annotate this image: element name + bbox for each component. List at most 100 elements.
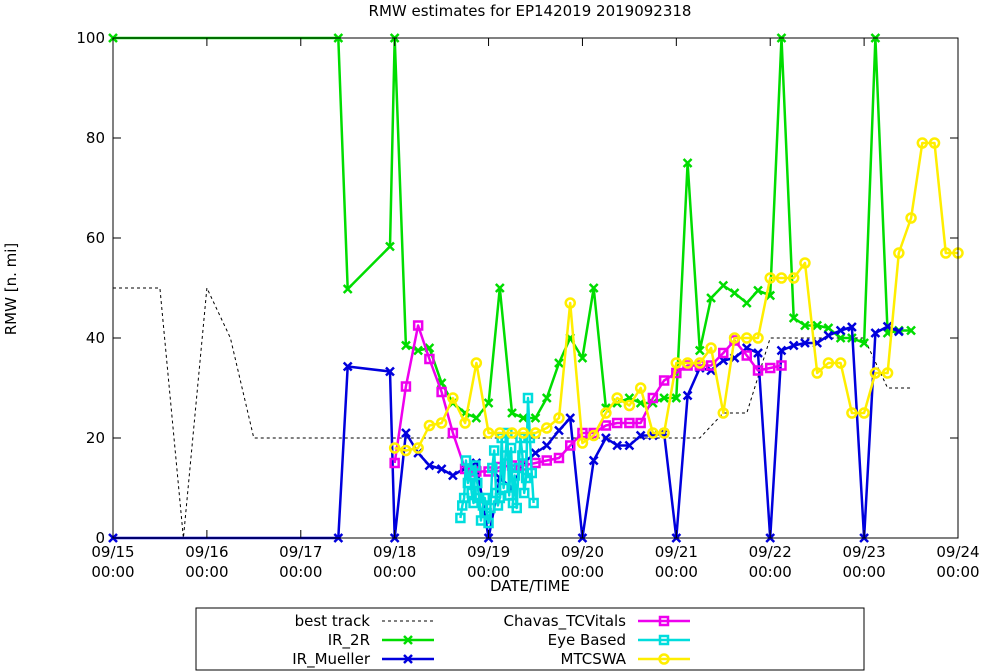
data-point-mtcswa [893,247,905,259]
series-mtcswa [388,137,964,457]
y-tick-label: 80 [86,129,105,147]
data-point-ir-2r [554,358,564,368]
legend-label-best-track: best track [295,612,371,630]
series-line-chavas-tcvitals [393,324,782,473]
data-point-mtcswa [634,382,647,394]
data-point-ir-2r [483,398,494,408]
data-point-mtcswa [905,212,917,224]
data-point-ir-mueller [847,322,857,332]
data-point-ir-2r [812,320,823,331]
data-point-ir-mueller [436,464,447,474]
data-point-ir-2r [541,393,552,403]
data-point-ir-2r [518,413,529,423]
data-point-eye-based [488,445,500,456]
data-point-eye-based [526,467,537,479]
data-point-ir-2r [859,338,869,348]
x-tick-date: 09/21 [655,543,698,561]
x-tick-time: 00:00 [279,563,322,581]
data-point-mtcswa [670,357,683,369]
data-point-mtcswa [587,429,600,442]
x-axis-label: DATE/TIME [490,577,570,595]
data-point-mtcswa [881,367,894,379]
data-point-ir-mueller [835,325,846,336]
data-point-ir-2r [800,320,810,331]
data-point-mtcswa [869,367,882,379]
legend-marker-eye-based [658,634,670,646]
data-point-eye-based [460,455,472,466]
data-point-ir-2r [741,298,752,308]
data-point-ir-2r [694,345,705,356]
data-point-chavas-tcvitals [741,350,752,361]
data-point-mtcswa [658,427,670,439]
data-point-eye-based [518,487,530,499]
data-point-chavas-tcvitals [412,320,424,331]
x-tick-date: 09/24 [936,543,979,561]
data-point-ir-mueller [753,348,763,358]
data-point-mtcswa [400,444,412,457]
series-line-ir-2r [113,36,912,420]
data-point-ir-2r [385,241,395,252]
legend-label-eye-based: Eye Based [548,631,626,649]
data-point-ir-mueller [588,455,599,466]
data-point-eye-based [511,502,522,514]
x-tick-time: 00:00 [842,563,885,581]
data-point-mtcswa [775,272,788,284]
data-point-ir-2r [682,158,693,168]
x-tick-time: 00:00 [373,563,416,581]
data-point-chavas-tcvitals [553,452,565,464]
data-point-chavas-tcvitals [764,362,776,374]
data-point-mtcswa [564,297,576,309]
plot-frame [112,37,959,539]
data-point-mtcswa [447,392,459,404]
data-point-chavas-tcvitals [541,455,553,466]
data-point-eye-based [483,517,494,529]
data-point-ir-2r [671,393,682,403]
data-point-eye-based [487,462,498,474]
data-point-mtcswa [681,357,694,369]
legend-label-chavas-tcvitals: Chavas_TCVitals [504,612,627,631]
data-point-chavas-tcvitals [400,381,412,392]
data-point-chavas-tcvitals [564,440,576,451]
series-ir-2r [108,33,916,423]
data-point-ir-2r [729,288,740,298]
data-point-ir-2r [788,313,799,323]
x-tick-date: 09/17 [279,543,322,561]
data-point-mtcswa [647,427,659,439]
x-tick-time: 00:00 [91,563,134,581]
data-point-ir-mueller [565,413,576,423]
legend-marker-mtcswa [658,653,670,665]
data-point-ir-mueller [601,433,611,443]
data-point-eye-based [470,460,481,471]
axis-layer: 0 20 40 60 80 100 09/15 00:00 09/16 00:00 09/17 00:… [76,29,979,581]
data-point-eye-based [505,442,517,454]
data-point-chavas-tcvitals [611,417,623,429]
data-point-mtcswa [858,407,870,419]
y-tick-label: 0 [95,529,105,547]
data-point-eye-based [500,450,511,461]
x-tick-time: 00:00 [185,563,228,581]
data-point-eye-based [472,477,483,489]
data-point-ir-2r [507,408,517,418]
data-point-ir-mueller [342,361,353,372]
data-point-mtcswa [787,272,800,284]
y-tick-label: 40 [86,329,105,347]
data-point-mtcswa [541,422,553,434]
x-tick-date: 09/20 [561,543,604,561]
data-point-ir-2r [588,283,599,293]
data-point-ir-mueller [541,440,552,451]
y-tick-label: 20 [86,429,105,447]
data-point-chavas-tcvitals [718,347,729,359]
data-point-eye-based [498,482,509,494]
data-point-ir-2r [835,333,846,343]
legend-label-ir-2r: IR_2R [328,631,370,650]
data-point-ir-2r [471,413,482,423]
data-point-mtcswa [506,427,518,439]
y-tick-label: 60 [86,229,105,247]
data-point-ir-2r [906,325,916,336]
data-point-ir-2r [659,393,670,403]
data-point-ir-mueller [554,425,564,436]
chart-title: RMW estimates for EP142019 2019092318 [369,2,692,20]
data-point-ir-mueller [823,330,834,341]
